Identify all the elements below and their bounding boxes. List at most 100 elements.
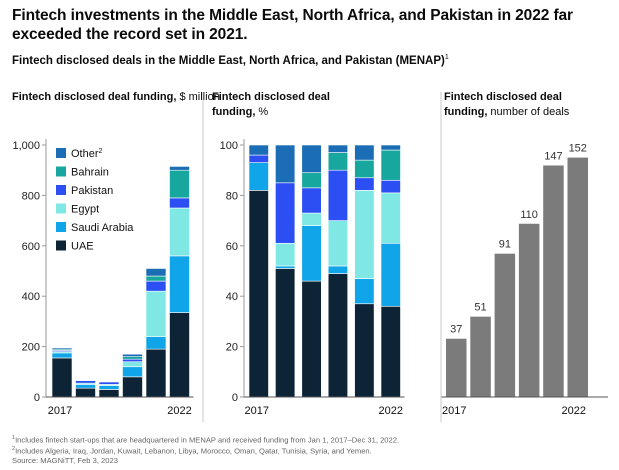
bar-segment-egypt-2022: [169, 207, 190, 257]
legend-label-pakistan: Pakistan: [71, 185, 113, 197]
bar-segment-pakistan-2020: [327, 169, 349, 221]
bar-segment-saudi-arabia-2018: [75, 384, 96, 389]
bar-segment-saudi-arabia-2020: [122, 366, 143, 378]
footnote-1: 1Includes fintech start-ups that are hea…: [12, 434, 399, 445]
bar-segment-egypt-2020: [122, 361, 143, 368]
deal-bar-2021: [543, 165, 564, 397]
legend-swatch-other: [56, 148, 66, 158]
legend-label-bahrain: Bahrain: [71, 167, 109, 179]
deal-value-label-2022: 152: [569, 143, 587, 155]
bar-segment-saudi-arabia-2021: [145, 336, 167, 350]
legend-label-uae: UAE: [71, 241, 94, 253]
panel-title-unit: number of deals: [487, 106, 570, 118]
bar-segment-saudi-arabia-2021: [354, 278, 375, 305]
bar-segment-pakistan-2022: [169, 197, 190, 209]
bar-segment-other-2020: [122, 353, 143, 357]
bar-segment-egypt-2019: [301, 212, 322, 226]
bar-segment-uae-2019: [98, 389, 120, 398]
deal-bar-2019: [494, 253, 516, 397]
deal-bar-2022: [567, 157, 588, 397]
panel-title-unit: $ million: [176, 91, 220, 103]
x-label-last: 2022: [562, 405, 586, 417]
bar-segment-other-2017: [51, 347, 73, 350]
bar-segment-saudi-arabia-2019: [98, 385, 120, 390]
bar-segment-bahrain-2021: [145, 275, 167, 282]
bar-segment-other-2018: [75, 379, 96, 381]
footnote-2: 2Includes Algeria, Iraq, Jordan, Kuwait,…: [12, 445, 399, 456]
bar-segment-uae-2018: [275, 268, 296, 398]
bar-segment-bahrain-2021: [354, 159, 375, 179]
legend-label-saudi-arabia: Saudi Arabia: [71, 222, 134, 234]
bar-segment-egypt-2020: [327, 220, 349, 267]
bar-segment-bahrain-2022: [169, 169, 190, 199]
chart-subtitle: Fintech disclosed deals in the Middle Ea…: [12, 54, 449, 67]
bar-segment-other-2019: [301, 144, 322, 174]
source-note: Source: MAGNiTT, Feb 3, 2023: [12, 456, 118, 466]
bar-segment-other-2018: [275, 144, 296, 184]
bar-segment-other-2020: [327, 144, 349, 153]
funding-usd-chart: 0 200 400 600 800 1,000 2017 2022 Other2 Bahrain P…: [12, 139, 194, 417]
bar-segment-pakistan-2018: [275, 182, 296, 244]
deal-value-label-2021: 147: [544, 150, 562, 162]
bar-segment-egypt-2018: [275, 242, 296, 267]
bar-segment-uae-2020: [327, 273, 349, 398]
bar-segment-pakistan-2019: [98, 381, 120, 385]
bar-segment-saudi-arabia-2017: [51, 352, 73, 359]
legend-swatch-pakistan: [56, 185, 66, 195]
bar-segment-saudi-arabia-2022: [169, 255, 190, 313]
panel-title-funding-percent: Fintech disclosed deal funding, %: [212, 90, 362, 120]
bar-segment-pakistan-2017: [248, 154, 269, 163]
panel-title-bold: Fintech disclosed deal funding,: [212, 91, 330, 118]
bar-segment-bahrain-2020: [327, 152, 349, 171]
legend-footnote-mark: 2: [99, 148, 103, 155]
legend-swatch-saudi-arabia: [56, 222, 66, 232]
bar-segment-pakistan-2018: [75, 380, 96, 384]
bar-segment-uae-2019: [301, 280, 322, 398]
bar-segment-saudi-arabia-2022: [380, 242, 401, 307]
bar-segment-other-2021: [354, 144, 375, 161]
deal-value-label-2017: 37: [450, 324, 462, 336]
bar-segment-uae-2018: [75, 387, 96, 398]
legend-label-egypt: Egypt: [71, 204, 99, 216]
bar-segment-egypt-2022: [380, 192, 401, 244]
bar-segment-saudi-arabia-2018: [275, 265, 296, 269]
panel-title-bold: Fintech disclosed deal funding,: [444, 91, 562, 118]
x-label-last: 2022: [167, 405, 191, 417]
y-tick-label: 60: [226, 241, 238, 253]
bar-segment-uae-2022: [169, 312, 190, 398]
x-label-first: 2017: [442, 405, 466, 417]
bar-segment-uae-2021: [354, 303, 375, 398]
bar-segment-bahrain-2022: [380, 149, 401, 181]
y-tick-label: 600: [22, 241, 40, 253]
bar-segment-other-2017: [248, 144, 269, 156]
legend-swatch-bahrain: [56, 166, 66, 177]
deal-bar-2018: [470, 316, 491, 397]
bar-segment-other-2022: [169, 166, 190, 171]
bar-segment-saudi-arabia-2017: [248, 162, 269, 191]
footnote-2-text: Includes Algeria, Iraq, Jordan, Kuwait, …: [15, 446, 372, 456]
deal-count-chart: 37 51 91 110 147 152 2017 2022: [440, 92, 608, 422]
bar-segment-other-2022: [380, 144, 401, 151]
bar-segment-uae-2017: [51, 357, 73, 398]
panel-title-unit: %: [255, 106, 269, 118]
y-tick-label: 40: [226, 291, 238, 303]
deal-value-label-2019: 91: [499, 239, 511, 251]
bar-segment-uae-2017: [248, 190, 269, 398]
funding-percent-chart: 0 20 40 60 80 100 2017 2022: [202, 92, 405, 422]
headline: Fintech investments in the Middle East, …: [12, 7, 573, 43]
y-tick-label: 200: [22, 342, 40, 354]
bar-segment-uae-2020: [122, 376, 143, 398]
bar-segment-bahrain-2020: [122, 356, 143, 360]
y-tick-label: 0: [34, 392, 40, 404]
y-tick-label: 20: [226, 342, 238, 354]
footnote-2-mark: 2: [12, 446, 16, 453]
y-tick-label: 0: [232, 392, 238, 404]
panel-title-funding-usd: Fintech disclosed deal funding, $ millio…: [12, 90, 220, 105]
footnotes: 1Includes fintech start-ups that are hea…: [12, 434, 399, 466]
y-tick-label: 80: [226, 190, 238, 202]
subtitle-footnote-mark: 1: [444, 54, 449, 61]
footnote-1-text: Includes fintech start-ups that are head…: [15, 435, 400, 445]
bar-segment-saudi-arabia-2020: [327, 265, 349, 274]
legend-swatch-uae: [56, 240, 66, 251]
y-tick-label: 1,000: [12, 140, 40, 152]
